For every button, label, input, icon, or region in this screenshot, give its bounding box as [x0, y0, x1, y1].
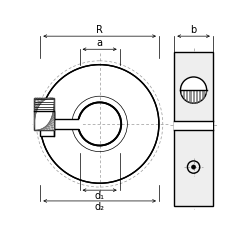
- Text: d₁: d₁: [95, 191, 105, 201]
- Bar: [36, 119, 82, 128]
- Circle shape: [192, 165, 196, 169]
- Bar: [174, 121, 213, 130]
- Bar: [40, 112, 54, 119]
- Text: R: R: [96, 25, 103, 35]
- Bar: [40, 128, 54, 136]
- Text: b: b: [190, 25, 197, 35]
- Bar: [174, 52, 213, 206]
- Text: a: a: [97, 38, 103, 48]
- Circle shape: [180, 77, 207, 103]
- Bar: [34, 98, 54, 130]
- Text: d₂: d₂: [95, 202, 105, 212]
